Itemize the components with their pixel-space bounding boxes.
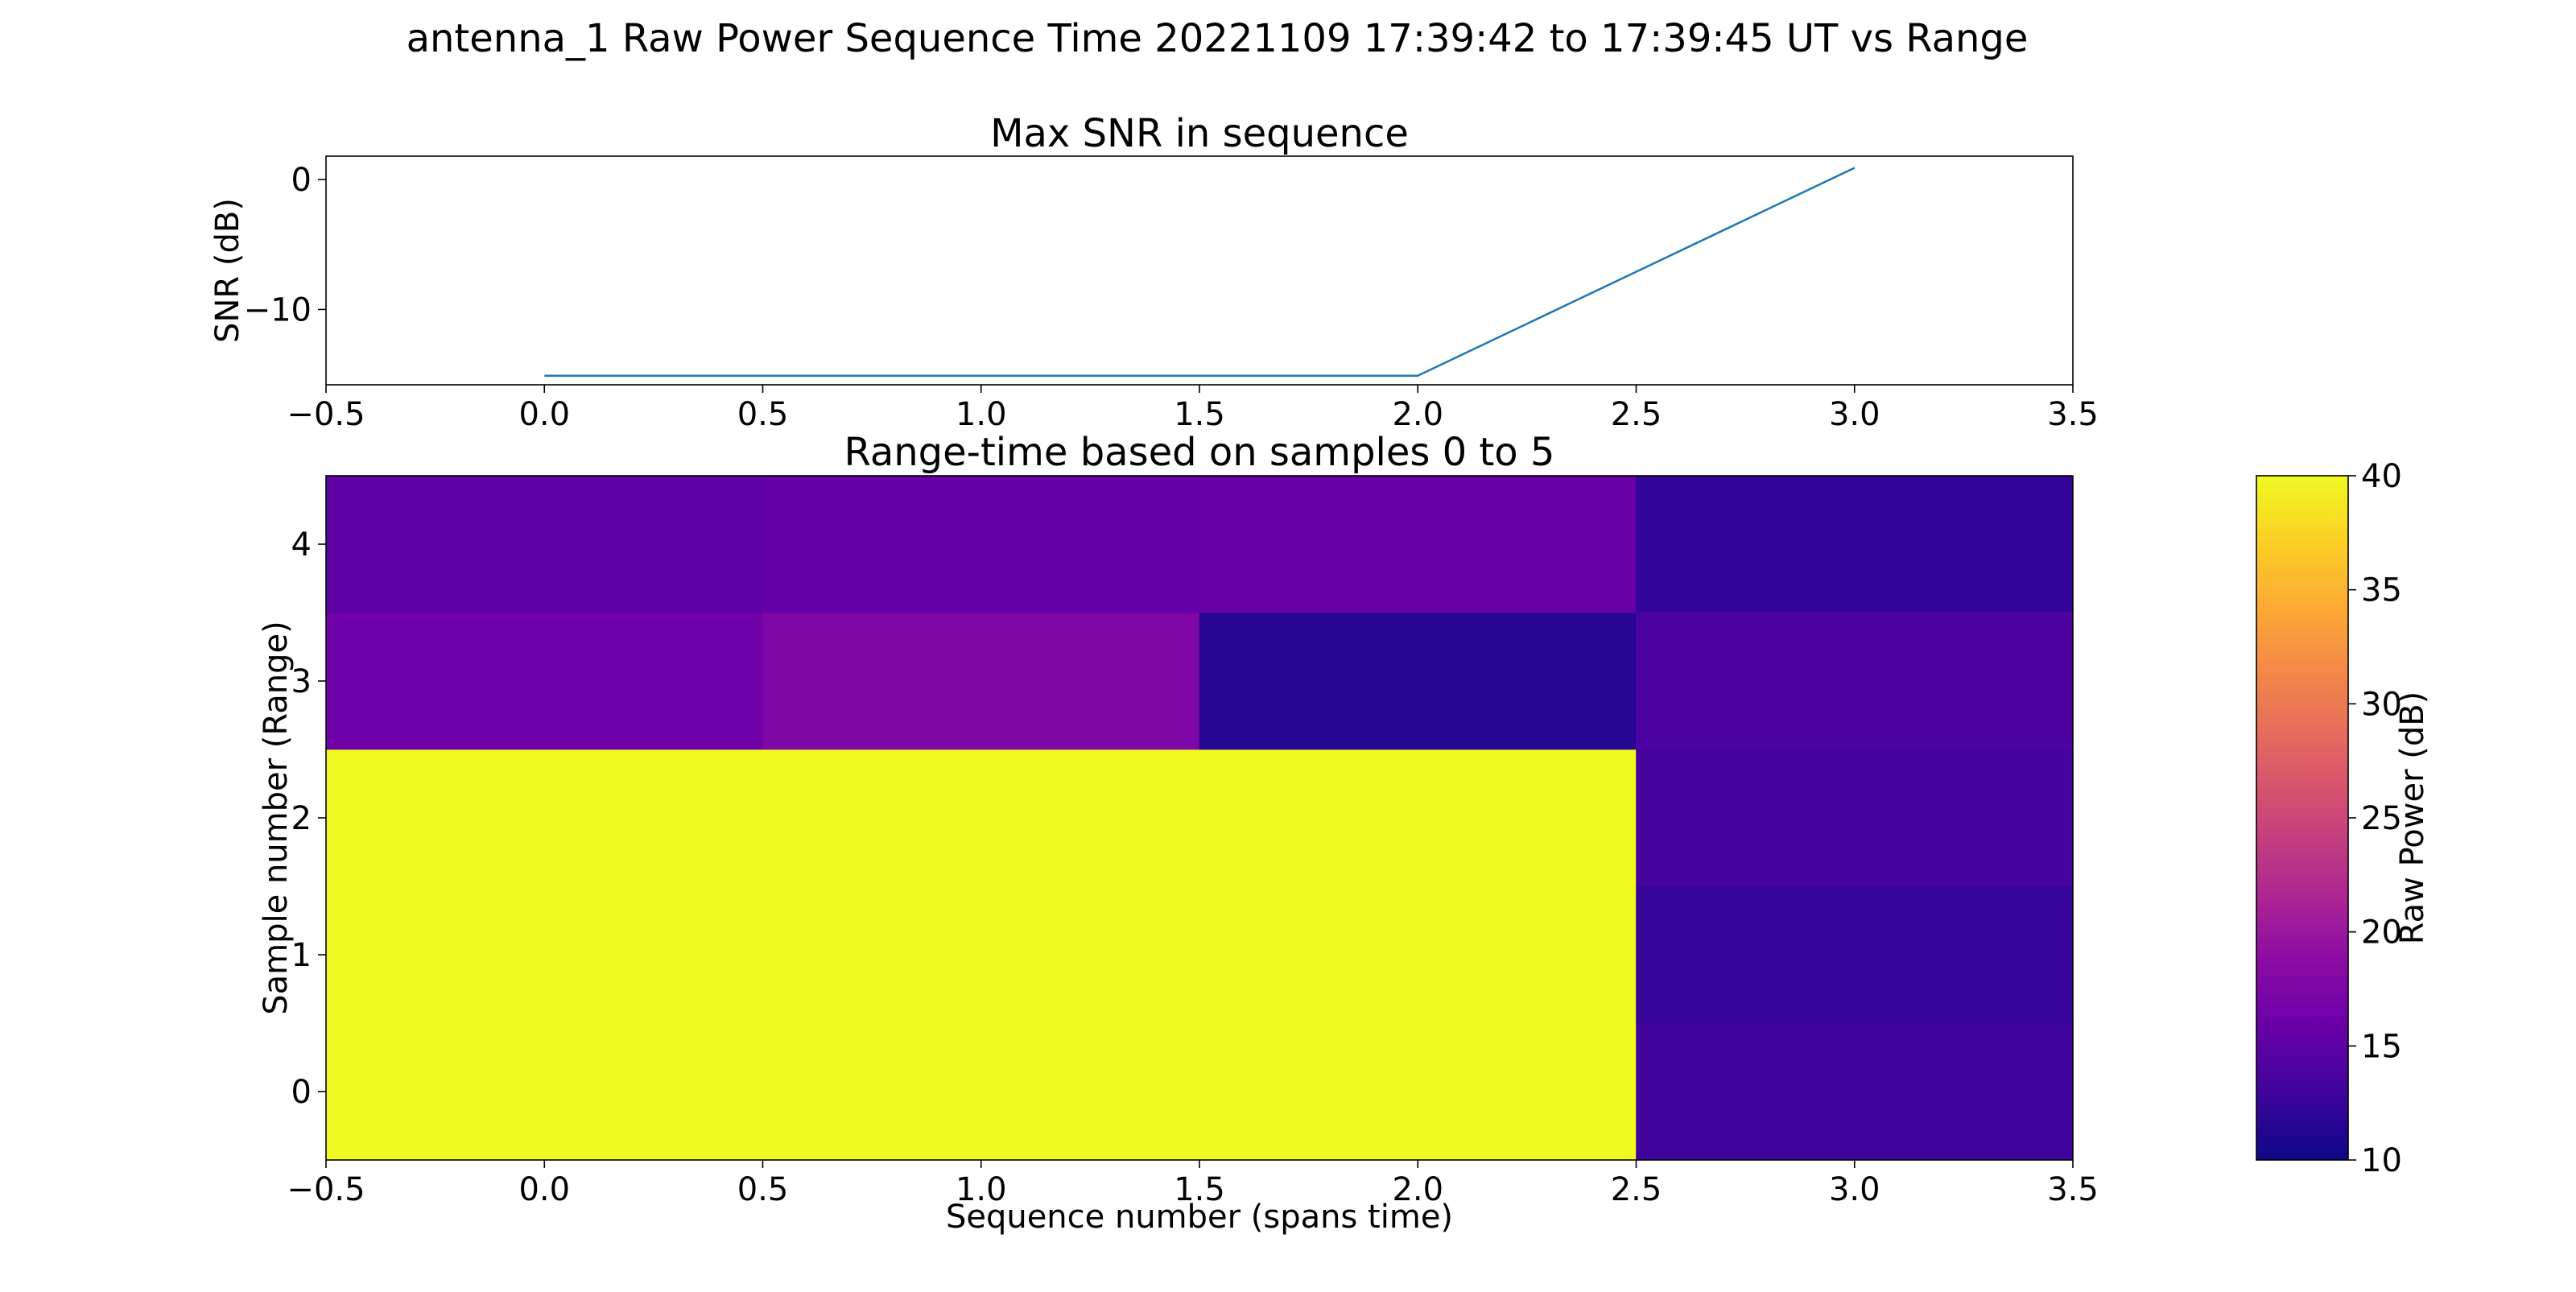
heatmap-x-ticks: −0.5 0.0 0.5 1.0 1.5 2.0 2.5 3.0 3.5 bbox=[287, 1160, 2099, 1208]
heatmap-y-tick-label: 0 bbox=[291, 1074, 312, 1111]
heatmap-y-tick-label: 2 bbox=[291, 800, 312, 837]
colorbar-tick-label: 35 bbox=[2361, 572, 2402, 609]
snr-x-tick-label: 3.5 bbox=[2047, 396, 2099, 433]
heatmap-cell bbox=[1199, 612, 1637, 750]
heatmap-x-tick-label: 1.0 bbox=[956, 1171, 1007, 1208]
colorbar-tick-label: 30 bbox=[2361, 686, 2402, 723]
figure-title: antenna_1 Raw Power Sequence Time 202211… bbox=[407, 16, 2029, 61]
colorbar-ticks: 10 15 20 25 30 35 40 bbox=[2348, 458, 2402, 1179]
heatmap-cell bbox=[1636, 612, 2074, 750]
snr-x-tick-label: 3.0 bbox=[1829, 396, 1880, 433]
snr-plot-frame bbox=[325, 155, 2074, 386]
heatmap-x-axis-label: Sequence number (spans time) bbox=[946, 1199, 1453, 1236]
colorbar-tick-label: 40 bbox=[2361, 458, 2402, 495]
heatmap-cell bbox=[325, 612, 763, 750]
snr-x-tick-label: 0.5 bbox=[737, 396, 789, 433]
heatmap-x-tick-label: −0.5 bbox=[287, 1171, 365, 1208]
snr-y-ticks: 0 −10 bbox=[244, 162, 326, 328]
colorbar-tick-label: 15 bbox=[2361, 1028, 2402, 1065]
heatmap-cell bbox=[325, 749, 1637, 1161]
range-time-heatmap: Range-time based on samples 0 to 5 −0.5 0… bbox=[258, 430, 2099, 1236]
heatmap-cells bbox=[325, 475, 2074, 1161]
heatmap-cell bbox=[1636, 1022, 2074, 1161]
heatmap-x-tick-label: 1.5 bbox=[1174, 1171, 1225, 1208]
heatmap-title: Range-time based on samples 0 to 5 bbox=[844, 430, 1555, 475]
heatmap-x-tick-label: 0.0 bbox=[518, 1171, 570, 1208]
heatmap-y-axis-label: Sample number (Range) bbox=[258, 621, 295, 1015]
colorbar-gradient bbox=[2256, 475, 2349, 1161]
snr-line-chart: Max SNR in sequence SNR (dB) −0.5 0.0 0.5 1… bbox=[209, 111, 2099, 433]
snr-y-tick-label: 0 bbox=[291, 162, 312, 199]
colorbar-tick-label: 25 bbox=[2361, 800, 2402, 837]
snr-x-ticks: −0.5 0.0 0.5 1.0 1.5 2.0 2.5 3.0 3.5 bbox=[287, 385, 2099, 433]
heatmap-y-tick-label: 4 bbox=[291, 526, 312, 563]
snr-x-tick-label: 2.5 bbox=[1611, 396, 1662, 433]
snr-x-tick-label: 1.5 bbox=[1174, 396, 1225, 433]
heatmap-x-tick-label: 3.0 bbox=[1829, 1171, 1880, 1208]
colorbar-tick-label: 10 bbox=[2361, 1142, 2402, 1179]
heatmap-cell bbox=[762, 475, 1200, 613]
colorbar-label: Raw Power (dB) bbox=[2394, 691, 2431, 945]
heatmap-y-tick-label: 1 bbox=[291, 937, 312, 974]
snr-x-tick-label: 1.0 bbox=[956, 396, 1007, 433]
heatmap-x-tick-label: 2.5 bbox=[1611, 1171, 1662, 1208]
snr-x-tick-label: −0.5 bbox=[287, 396, 365, 433]
heatmap-cell bbox=[1636, 749, 2074, 887]
colorbar: 10 15 20 25 30 35 40 Raw Power (dB) bbox=[2256, 458, 2431, 1179]
heatmap-x-tick-label: 2.0 bbox=[1392, 1171, 1443, 1208]
heatmap-cell bbox=[325, 475, 763, 613]
heatmap-cell bbox=[1636, 885, 2074, 1024]
colorbar-tick-label: 20 bbox=[2361, 914, 2402, 951]
heatmap-y-tick-label: 3 bbox=[291, 663, 312, 700]
snr-x-tick-label: 2.0 bbox=[1392, 396, 1443, 433]
heatmap-x-tick-label: 3.5 bbox=[2047, 1171, 2099, 1208]
heatmap-cell bbox=[1636, 475, 2074, 613]
heatmap-x-tick-label: 0.5 bbox=[737, 1171, 789, 1208]
heatmap-y-ticks: 0 1 2 3 4 bbox=[291, 526, 326, 1111]
snr-x-tick-label: 0.0 bbox=[518, 396, 570, 433]
snr-y-axis-label: SNR (dB) bbox=[209, 198, 246, 343]
snr-chart-title: Max SNR in sequence bbox=[990, 111, 1409, 156]
snr-series-line bbox=[544, 167, 1856, 377]
snr-y-tick-label: −10 bbox=[244, 291, 312, 328]
heatmap-cell bbox=[1199, 475, 1637, 613]
heatmap-cell bbox=[762, 612, 1200, 750]
